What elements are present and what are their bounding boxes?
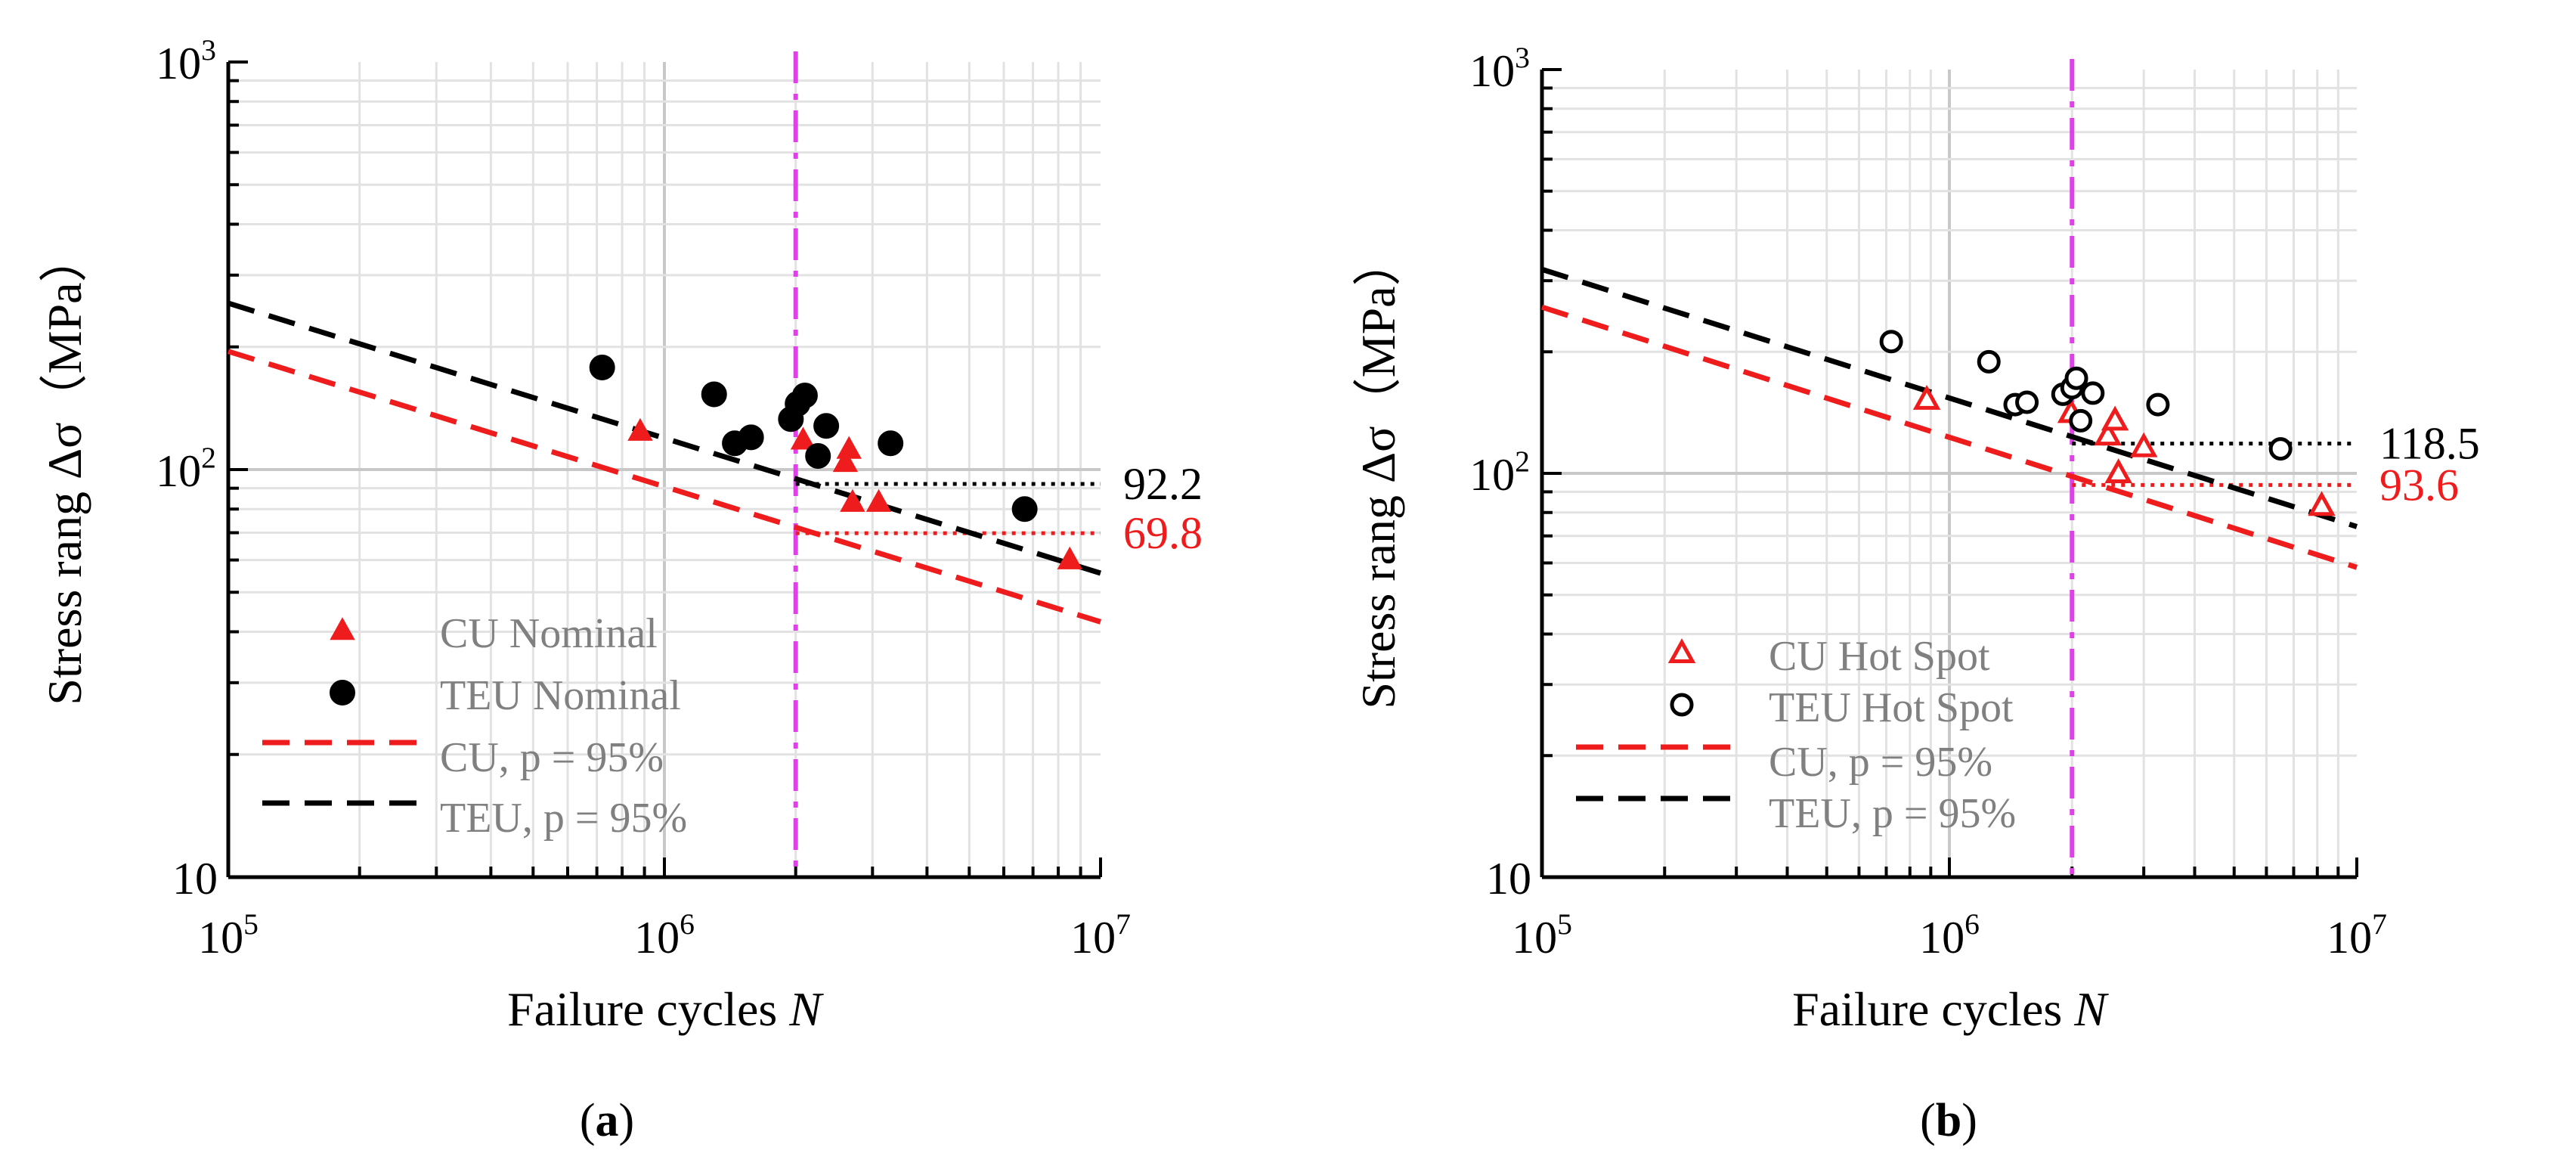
data-point (865, 488, 892, 512)
y-axis-title: Stress rang Δσ（MPa） (38, 234, 91, 705)
data-point (878, 430, 904, 457)
legend-label: CU Hot Spot (1769, 633, 1990, 680)
y-tick-label: 102 (156, 441, 216, 496)
x-tick-label: 107 (2327, 907, 2387, 963)
series-points (1912, 385, 2336, 516)
legend-marker (330, 680, 355, 705)
data-point (2129, 432, 2158, 457)
data-point (2081, 381, 2105, 405)
design-curve (227, 300, 1102, 576)
panel-a: 105 106 107 10 102 103 Failure cycles N Stress … (38, 33, 1203, 1146)
data-point (832, 449, 859, 473)
x-tick-label: 105 (198, 907, 259, 963)
panel-label: (a) (580, 1095, 634, 1146)
legend-label: TEU, p = 95% (1769, 790, 2016, 837)
data-point (790, 426, 816, 450)
data-point (1977, 349, 2001, 374)
data-point (1912, 385, 1941, 410)
data-point (1011, 496, 1038, 523)
data-point (2015, 390, 2039, 414)
data-point (701, 381, 727, 408)
data-point (2101, 405, 2129, 431)
legend-label: CU, p = 95% (440, 734, 664, 781)
data-point (805, 442, 831, 469)
plateau-label: 92.2 (1123, 459, 1203, 509)
data-point (2069, 408, 2093, 433)
series-points (589, 355, 1038, 523)
grid (228, 62, 1101, 877)
legend-label: TEU, p = 95% (440, 795, 687, 842)
data-point (1879, 330, 1903, 354)
x-tick-label: 106 (634, 907, 695, 963)
y-tick-label: 103 (1469, 41, 1530, 96)
y-tick-label: 10 (172, 854, 218, 904)
legend-marker (1670, 693, 1694, 717)
plateau-label: 118.5 (2379, 419, 2480, 469)
data-point (840, 488, 865, 512)
data-point (2268, 437, 2293, 461)
data-point (791, 382, 818, 408)
x-tick-label: 105 (1512, 907, 1572, 963)
data-point (836, 436, 862, 459)
legend-label: TEU Nominal (440, 672, 681, 719)
data-point (2064, 366, 2088, 390)
legend-label: TEU Hot Spot (1769, 684, 2014, 731)
data-point (813, 413, 840, 439)
data-point (627, 417, 653, 441)
legend-label: CU Nominal (440, 610, 658, 657)
series-points (1879, 330, 2293, 461)
x-axis-title: Failure cycles N (507, 982, 824, 1036)
data-point (738, 424, 764, 451)
y-tick-label: 103 (156, 33, 216, 88)
data-point (2104, 458, 2132, 483)
data-point (2146, 392, 2170, 417)
data-point (2094, 420, 2122, 446)
y-tick-label: 102 (1469, 445, 1530, 500)
y-tick-label: 10 (1486, 854, 1531, 904)
design-curve (227, 349, 1102, 625)
plateau-label: 93.6 (2379, 460, 2459, 510)
panel-b: 105 106 107 10 102 103 Failure cycles N Stress … (1351, 41, 2480, 1146)
data-point (589, 355, 615, 381)
plateau-label: 69.8 (1123, 508, 1203, 558)
y-axis-title: Stress rang Δσ（MPa） (1351, 237, 1405, 709)
x-tick-label: 107 (1070, 907, 1131, 963)
legend-label: CU, p = 95% (1769, 739, 1992, 786)
design-curve (1540, 266, 2358, 529)
x-axis-title: Failure cycles N (1792, 982, 2109, 1036)
x-tick-label: 106 (1919, 907, 1980, 963)
legend-marker (330, 617, 355, 640)
grid (1542, 70, 2357, 877)
design-curve (1540, 304, 2358, 570)
series-points (627, 417, 1082, 569)
panel-label: (b) (1920, 1095, 1977, 1146)
data-point (2308, 491, 2336, 516)
data-point (1057, 546, 1082, 569)
legend: CU Nominal TEU Nominal CU, p = 95% TEU, p =… (262, 610, 687, 842)
legend-marker (1667, 638, 1696, 663)
